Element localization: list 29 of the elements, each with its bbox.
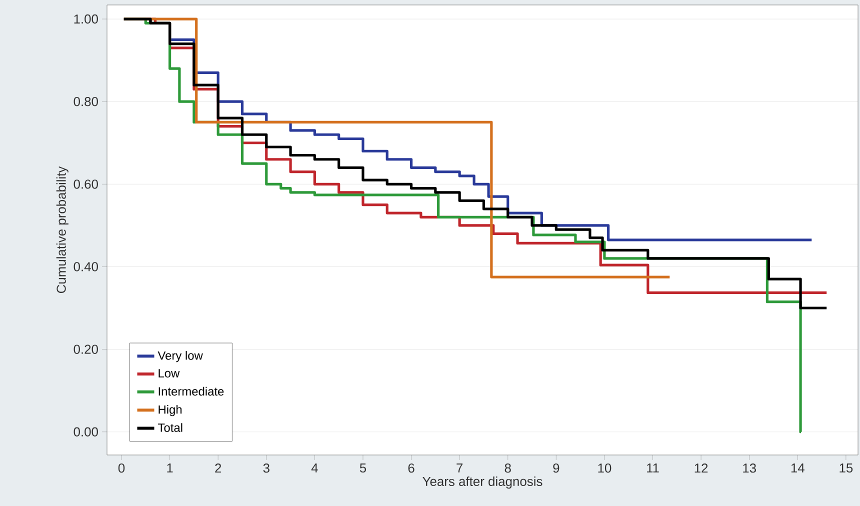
x-tick-label: 3	[263, 464, 270, 473]
legend-label: Low	[158, 369, 180, 378]
x-tick-label: 13	[743, 464, 756, 473]
y-tick-label: 0.20	[74, 344, 98, 354]
x-tick-label: 12	[694, 464, 708, 473]
x-tick-label: 10	[598, 464, 612, 473]
x-tick-label: 11	[647, 464, 659, 472]
y-tick-label: 0.80	[74, 97, 98, 106]
legend-label: Total	[158, 423, 182, 432]
x-tick-label: 1	[167, 464, 173, 472]
x-tick-label: 15	[840, 464, 853, 473]
y-tick-label: 0.40	[74, 262, 98, 272]
x-tick-label: 4	[311, 464, 318, 472]
x-tick-label: 8	[504, 464, 511, 473]
legend-label: Intermediate	[158, 386, 224, 396]
x-tick-label: 0	[118, 464, 125, 473]
y-tick-label: 1.00	[74, 14, 98, 24]
y-axis-title: Cumulative probability	[56, 166, 68, 294]
legend-label: High	[158, 405, 182, 416]
y-tick-label: 0.00	[74, 427, 98, 436]
x-axis-title: Years after diagnosis	[422, 476, 542, 489]
y-tick-label: 0.60	[74, 180, 98, 189]
x-tick-label: 2	[215, 464, 222, 473]
x-tick-label: 14	[791, 464, 804, 472]
x-tick-label: 7	[456, 464, 463, 472]
x-tick-label: 6	[408, 464, 414, 473]
legend-label: Very low	[158, 351, 203, 362]
x-tick-label: 5	[360, 464, 366, 473]
x-tick-label: 9	[553, 464, 560, 473]
